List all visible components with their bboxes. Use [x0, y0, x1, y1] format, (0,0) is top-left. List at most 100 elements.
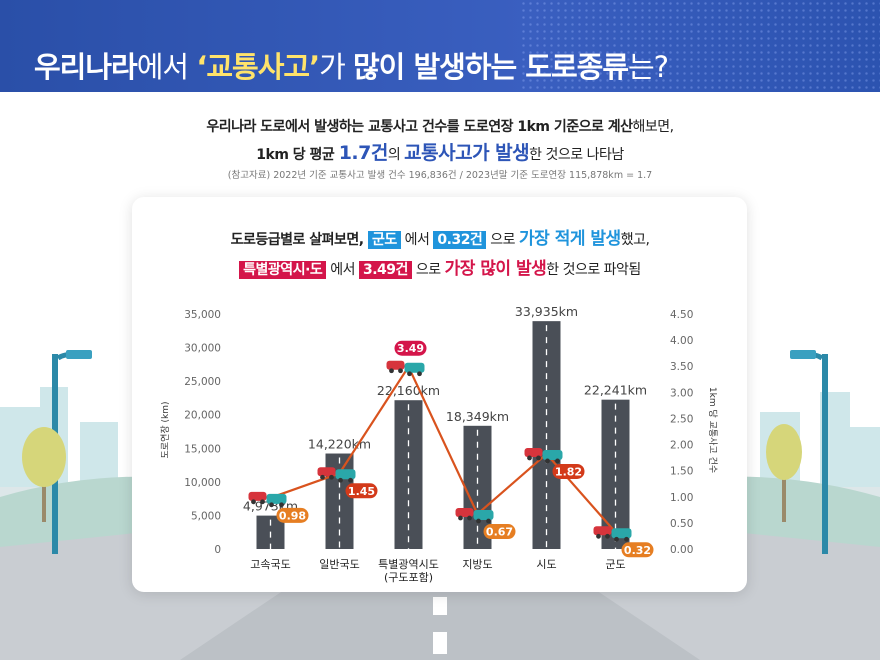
wheel	[279, 502, 284, 508]
wheel	[398, 368, 403, 374]
rate-value-label: 1.45	[348, 485, 375, 498]
y-tick-label: 0	[214, 544, 221, 556]
red-car-shape	[248, 491, 267, 501]
red-car-shape	[386, 360, 405, 370]
y2-tick-label: 2.00	[670, 440, 693, 452]
car-crash-icon	[317, 467, 356, 483]
wheel	[329, 474, 334, 480]
bar-value-label: 33,935km	[515, 304, 578, 319]
red-car-shape	[524, 447, 543, 457]
bar-value-label: 22,160km	[377, 383, 440, 398]
right-tree-icon	[766, 424, 802, 522]
wheel	[389, 368, 394, 374]
x-tick-label: 고속국도	[250, 558, 290, 571]
chip-min-value: 0.32건	[433, 231, 487, 249]
summary-line-1: 도로등급별로 살펴보면, 군도 에서 0.32건 으로 가장 적게 발생했고,	[230, 229, 650, 249]
rate-label-pill	[552, 463, 585, 479]
y2-tick-label: 0.00	[670, 544, 693, 556]
teal-car-shape	[542, 449, 563, 460]
y2-tick-label: 2.50	[670, 413, 693, 425]
red-car-shape	[317, 467, 336, 477]
wheel	[260, 499, 265, 505]
wheel	[320, 474, 325, 480]
wheel	[527, 455, 532, 461]
wheel	[338, 477, 343, 483]
car-crash-icon	[524, 447, 563, 464]
bar-value-label: 22,241km	[584, 383, 647, 398]
wheel	[476, 518, 481, 524]
y-tick-label: 5,000	[191, 510, 221, 522]
chip-gundo: 군도	[367, 231, 401, 249]
wheel	[269, 502, 274, 508]
y-tick-label: 25,000	[184, 376, 221, 388]
wheel	[624, 536, 629, 542]
rate-value-label: 3.49	[397, 342, 424, 355]
y2-tick-label: 1.50	[670, 466, 693, 478]
car-crash-icon	[386, 360, 425, 377]
intro-line-2: 1km 당 평균 1.7건의 교통사고가 발생한 것으로 나타남	[256, 142, 624, 164]
x-tick-label: 지방도	[462, 558, 492, 571]
rate-label-pill	[394, 340, 427, 356]
rate-value-label: 0.98	[279, 509, 306, 522]
teal-car-shape	[404, 362, 425, 373]
y2-tick-label: 3.00	[670, 387, 693, 399]
left-tree-icon	[22, 427, 66, 522]
wheel	[407, 371, 412, 377]
teal-car-shape	[473, 510, 494, 521]
wheel	[614, 536, 619, 542]
summary-line-2: 특별광역시·도 에서 3.49건 으로 가장 많이 발생한 것으로 파악됨	[0, 254, 880, 279]
y-axis-label: 도로연장 (km)	[160, 402, 171, 459]
y2-axis-label: 1km 당 교통사고 건수	[707, 387, 718, 473]
red-car-shape	[593, 526, 612, 536]
wheel	[486, 518, 491, 524]
world-map-dots	[520, 0, 880, 92]
wheel	[251, 499, 256, 505]
wheel	[417, 371, 422, 377]
rate-value-label: 1.82	[555, 465, 582, 478]
red-car-shape	[455, 508, 474, 518]
wheel	[348, 477, 353, 483]
x-tick-label: 시도	[536, 558, 556, 571]
rate-value-label: 0.67	[486, 526, 513, 539]
wheel	[555, 458, 560, 464]
wheel	[605, 533, 610, 539]
y2-tick-label: 4.50	[670, 309, 693, 321]
reference-note: (참고자료) 2022년 기준 교통사고 발생 건수 196,836건 / 20…	[227, 170, 653, 181]
y2-tick-label: 0.50	[670, 518, 693, 530]
y2-tick-label: 1.00	[670, 492, 693, 504]
y-tick-label: 30,000	[184, 343, 221, 355]
teal-car-shape	[266, 493, 287, 504]
car-crash-icon	[593, 526, 632, 542]
x-tick-label: 군도	[605, 558, 625, 571]
x-tick-label: 일반국도	[319, 557, 359, 571]
teal-car-shape	[611, 528, 632, 539]
intro-line-1: 우리나라 도로에서 발생하는 교통사고 건수를 도로연장 1km 기준으로 계산…	[206, 119, 674, 135]
y-tick-label: 35,000	[184, 309, 221, 321]
rate-label-pill	[621, 542, 654, 558]
header-banner: 우리나라에서 ‘교통사고’가 많이 발생하는 도로종류는?	[0, 0, 880, 92]
rate-label-pill	[483, 524, 516, 540]
right-street-lamp-icon	[790, 350, 828, 554]
y2-tick-label: 3.50	[670, 361, 693, 373]
rate-label-pill	[276, 507, 309, 523]
bar-value-label: 18,349km	[446, 409, 509, 424]
bar	[394, 400, 423, 549]
rate-label-pill	[345, 483, 378, 499]
teal-car-shape	[335, 469, 356, 480]
x-tick-label: (구도포함)	[384, 571, 433, 584]
car-crash-icon	[455, 508, 494, 524]
x-tick-label: 특별광역시도	[378, 558, 439, 571]
chip-metro: 특별광역시·도	[239, 261, 327, 279]
y-tick-label: 20,000	[184, 410, 221, 422]
page-title: 우리나라에서 ‘교통사고’가 많이 발생하는 도로종류는?	[34, 50, 669, 84]
wheel	[545, 458, 550, 464]
wheel	[596, 533, 601, 539]
chart-card	[132, 197, 747, 592]
car-crash-icon	[248, 491, 287, 508]
wheel	[536, 455, 541, 461]
rate-value-label: 0.32	[624, 544, 651, 557]
y-tick-label: 10,000	[184, 477, 221, 489]
wheel	[467, 515, 472, 521]
y-tick-label: 15,000	[184, 443, 221, 455]
